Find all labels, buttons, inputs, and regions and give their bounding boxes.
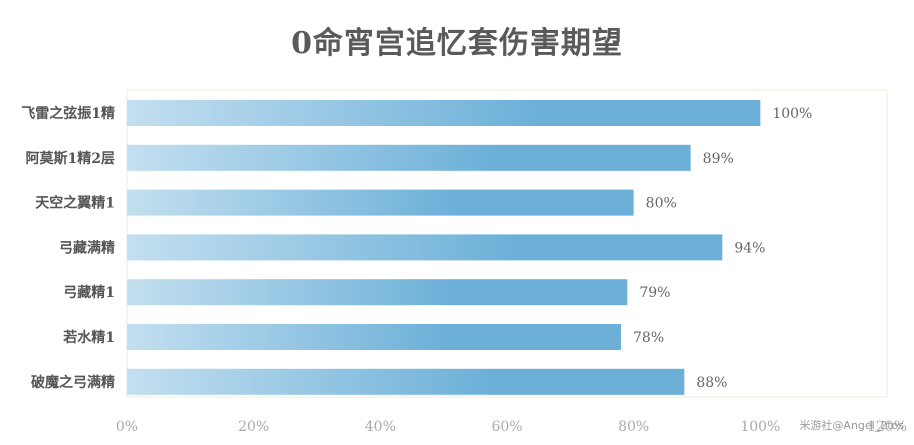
- value-label: 78%: [633, 330, 664, 346]
- x-tick-label: 40%: [365, 419, 396, 435]
- bar-3: [127, 189, 634, 216]
- category-label: 弓藏满精: [59, 239, 115, 256]
- category-label: 破魔之弓满精: [31, 374, 115, 391]
- bar-6: [127, 324, 621, 350]
- x-tick-label: 0%: [116, 419, 138, 435]
- category-label: 飞雷之弦振1精: [21, 105, 115, 122]
- category-label: 若水精1: [62, 329, 115, 346]
- bar-5: [127, 279, 628, 306]
- bar-2: [127, 144, 691, 171]
- value-label: 100%: [772, 106, 812, 122]
- value-label: 80%: [646, 196, 677, 212]
- bar-1: [127, 100, 761, 126]
- bar-4: [127, 234, 723, 261]
- value-label: 88%: [696, 375, 727, 391]
- category-label: 阿莫斯1精2层: [26, 150, 115, 167]
- chart-title: 0命宵宫追忆套伤害期望: [291, 26, 623, 61]
- value-label: 94%: [734, 240, 765, 256]
- x-tick-label: 100%: [740, 419, 780, 435]
- category-label: 弓藏精1: [63, 284, 115, 301]
- x-tick-label: 120%: [867, 419, 907, 435]
- watermark: 米游社@Angel_2tos: [799, 419, 904, 432]
- value-label: 89%: [703, 151, 734, 167]
- x-tick-label: 80%: [618, 419, 649, 435]
- category-label: 天空之翼精1: [35, 195, 115, 212]
- value-label: 79%: [639, 285, 670, 301]
- x-tick-label: 20%: [238, 419, 269, 435]
- bar-7: [127, 368, 685, 395]
- x-tick-label: 60%: [491, 419, 522, 435]
